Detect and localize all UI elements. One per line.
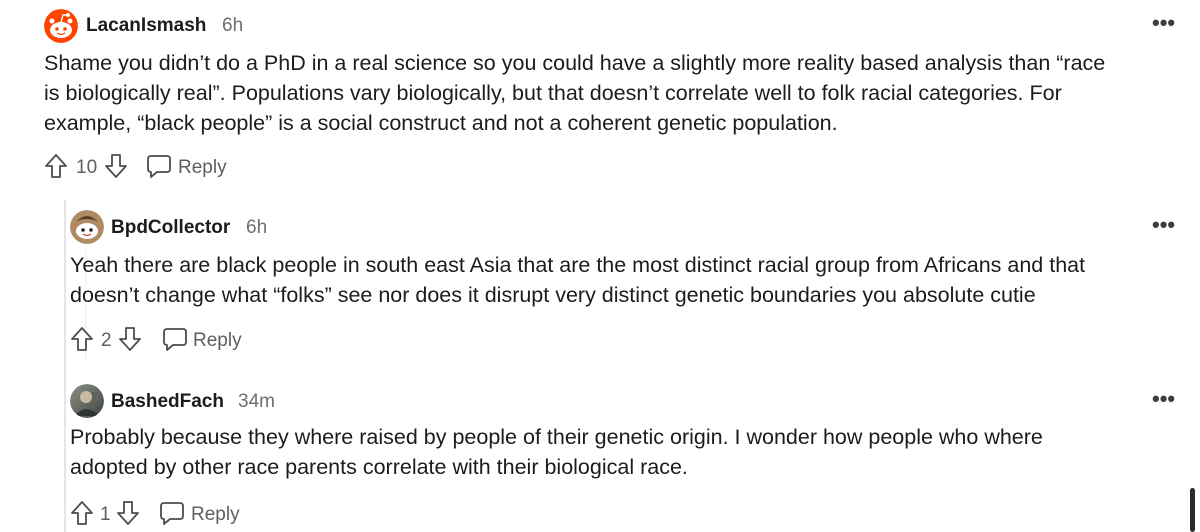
- comment-body-line: Yeah there are black people in south eas…: [70, 253, 1086, 277]
- upvote-icon[interactable]: [44, 153, 68, 179]
- thread-line[interactable]: [64, 200, 66, 532]
- avatar[interactable]: [44, 9, 78, 43]
- avatar[interactable]: [70, 210, 104, 244]
- downvote-icon[interactable]: [116, 500, 140, 526]
- scrollbar-thumb[interactable]: [1190, 488, 1195, 532]
- reply-button[interactable]: Reply: [191, 504, 240, 525]
- downvote-icon[interactable]: [118, 326, 142, 352]
- downvote-icon[interactable]: [104, 153, 128, 179]
- comment-username[interactable]: BpdCollector: [111, 217, 231, 238]
- comment-body-line: doesn’t change what “folks” see nor does…: [70, 283, 1036, 307]
- upvote-icon[interactable]: [70, 500, 94, 526]
- comment-body: Shame you didn’t do a PhD in a real scie…: [44, 48, 1105, 138]
- more-options-icon[interactable]: •••: [1152, 10, 1176, 35]
- reply-button[interactable]: Reply: [193, 330, 242, 351]
- reply-button[interactable]: Reply: [178, 157, 227, 178]
- more-options-icon[interactable]: •••: [1152, 212, 1176, 237]
- thread-line[interactable]: [85, 250, 86, 360]
- comment-body-line: Shame you didn’t do a PhD in a real scie…: [44, 51, 1106, 75]
- photo-avatar-icon: [70, 384, 104, 418]
- vote-score: 10: [76, 157, 98, 178]
- comment-timestamp: 6h: [246, 217, 268, 238]
- comment-timestamp: 6h: [222, 15, 244, 36]
- more-options-icon[interactable]: •••: [1152, 386, 1176, 411]
- avatar[interactable]: [70, 384, 104, 418]
- vote-score: 2: [101, 330, 112, 351]
- reply-icon[interactable]: [159, 501, 185, 525]
- comment-body-line: Probably because they where raised by pe…: [70, 425, 1043, 449]
- reply-icon[interactable]: [162, 327, 188, 351]
- comment-body: Probably because they where raised by pe…: [70, 422, 1043, 482]
- snoo-avatar-icon: [70, 210, 104, 244]
- comment-body-line: adopted by other race parents correlate …: [70, 455, 688, 479]
- comment-body-line: is biologically real”. Populations vary …: [44, 81, 1062, 105]
- snoo-avatar-icon: [44, 9, 78, 43]
- comment-username[interactable]: LacanIsmash: [86, 15, 207, 36]
- comment-timestamp: 34m: [238, 391, 275, 412]
- comment-username[interactable]: BashedFach: [111, 391, 224, 412]
- vote-score: 1: [100, 504, 111, 525]
- upvote-icon[interactable]: [70, 326, 94, 352]
- comment-body-line: example, “black people” is a social cons…: [44, 111, 838, 135]
- comment-body: Yeah there are black people in south eas…: [70, 250, 1085, 310]
- reply-icon[interactable]: [146, 154, 172, 178]
